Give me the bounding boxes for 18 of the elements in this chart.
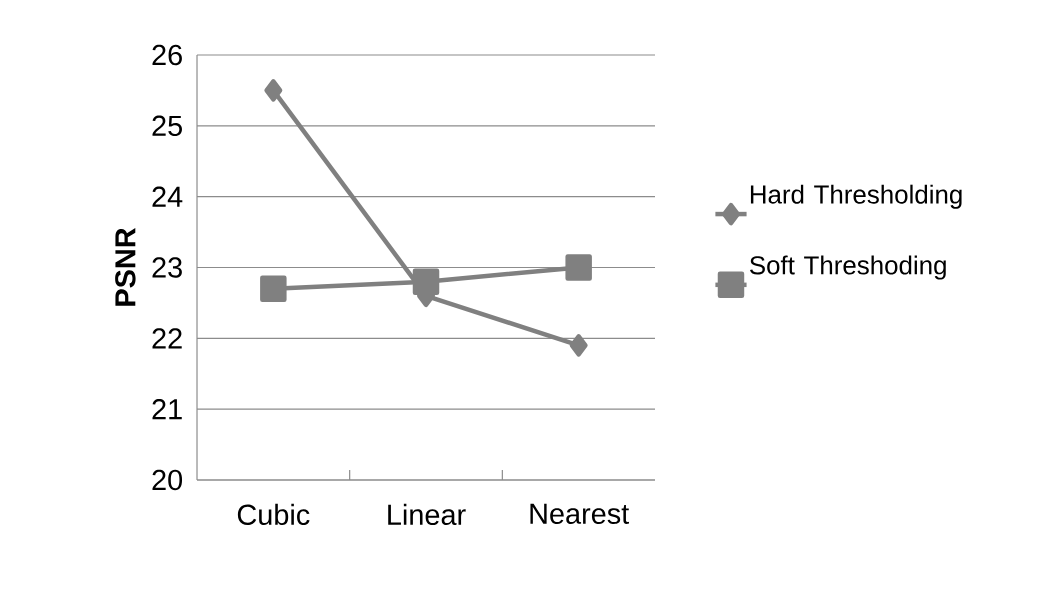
- legend-label: Soft Threshoding: [749, 255, 946, 280]
- y-tick-label: 20: [152, 469, 183, 491]
- point: [264, 79, 283, 102]
- y-tick-label: 23: [152, 257, 182, 278]
- x-tick-label: Nearest: [530, 503, 630, 524]
- x-tick-label: Cubic: [237, 503, 310, 526]
- y-tick-label: 25: [152, 115, 182, 137]
- y-tick-label: 26: [152, 44, 182, 66]
- y-axis-title: PSNR: [115, 227, 136, 306]
- point: [569, 334, 588, 357]
- point: [565, 254, 592, 281]
- point: [412, 268, 440, 295]
- legend-label: Hard Thresholding: [750, 184, 962, 209]
- y-tick-label: 21: [152, 399, 182, 420]
- y-tick-label: 22: [152, 328, 182, 349]
- point: [260, 275, 287, 302]
- x-tick-label: Linear: [388, 503, 466, 526]
- y-tick-label: 24: [152, 186, 183, 207]
